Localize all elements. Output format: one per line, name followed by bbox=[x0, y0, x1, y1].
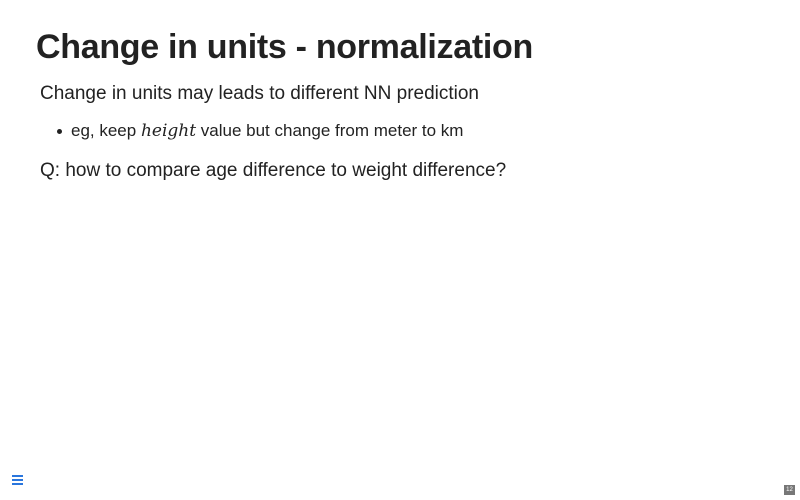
bullet-suffix: value but change from meter to km bbox=[196, 121, 464, 140]
page-number: 12 bbox=[784, 485, 795, 495]
slide-title: Change in units - normalization bbox=[36, 28, 533, 66]
bullet-list: eg, keep height value but change from me… bbox=[56, 121, 463, 141]
math-variable: height bbox=[140, 121, 197, 141]
hamburger-menu-icon[interactable] bbox=[11, 473, 25, 487]
paragraph-units-prediction: Change in units may leads to different N… bbox=[40, 83, 480, 104]
bullet-item: eg, keep height value but change from me… bbox=[56, 121, 463, 141]
paragraph-question: Q: how to compare age difference to weig… bbox=[40, 160, 507, 181]
bullet-prefix: eg, keep bbox=[71, 121, 141, 140]
bullet-dot-icon bbox=[57, 129, 62, 134]
